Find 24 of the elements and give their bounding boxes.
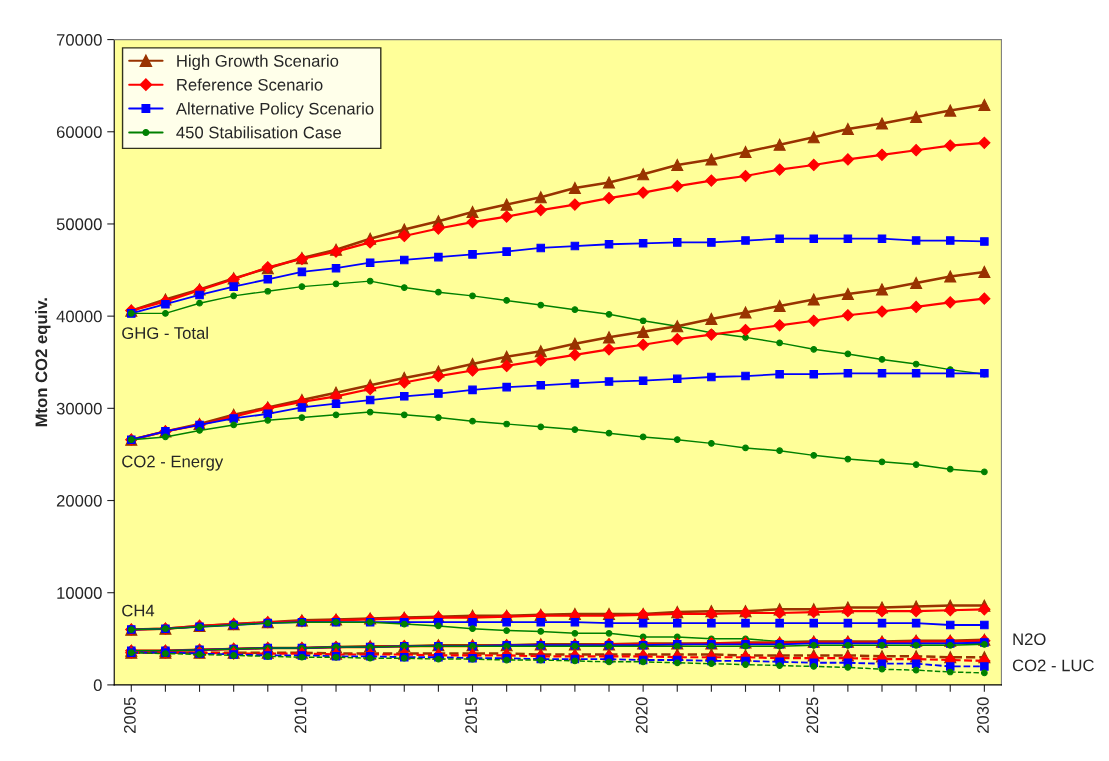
text: N2O	[1013, 633, 1046, 646]
legend-label: Reference Scenario	[177, 78, 323, 91]
x-tick-label: 2005	[123, 697, 136, 733]
legend-label: Alternative Policy Scenario	[175, 102, 374, 118]
legend-label: High Growth Scenario	[177, 54, 339, 71]
y-tick-label: 60000	[56, 126, 102, 138]
legend-label: 450 Stabilisation Case	[176, 126, 341, 139]
x-tick-label: 2025	[806, 697, 819, 733]
y-tick-label: 0	[93, 679, 102, 692]
y-tick-label: 40000	[56, 310, 102, 323]
x-tick-label: 2020	[635, 697, 648, 733]
y-tick-label: 30000	[56, 402, 102, 415]
x-tick-label: 2010	[294, 697, 307, 733]
y-tick-label: 50000	[56, 218, 102, 231]
y-tick-label: 20000	[56, 494, 102, 507]
y-tick-label: 10000	[57, 587, 102, 599]
y-tick-label: 70000	[56, 33, 102, 46]
annotation: GHG - Total	[122, 326, 208, 339]
annotation: CO2 - Energy	[122, 455, 224, 471]
x-tick-label: 2015	[465, 697, 477, 733]
annotation: CH4	[122, 604, 155, 617]
y-axis-title: Mton CO2 equiv.	[34, 298, 51, 427]
text: CO2 - LUC	[1012, 659, 1094, 672]
x-tick-label: 2030	[977, 697, 989, 733]
